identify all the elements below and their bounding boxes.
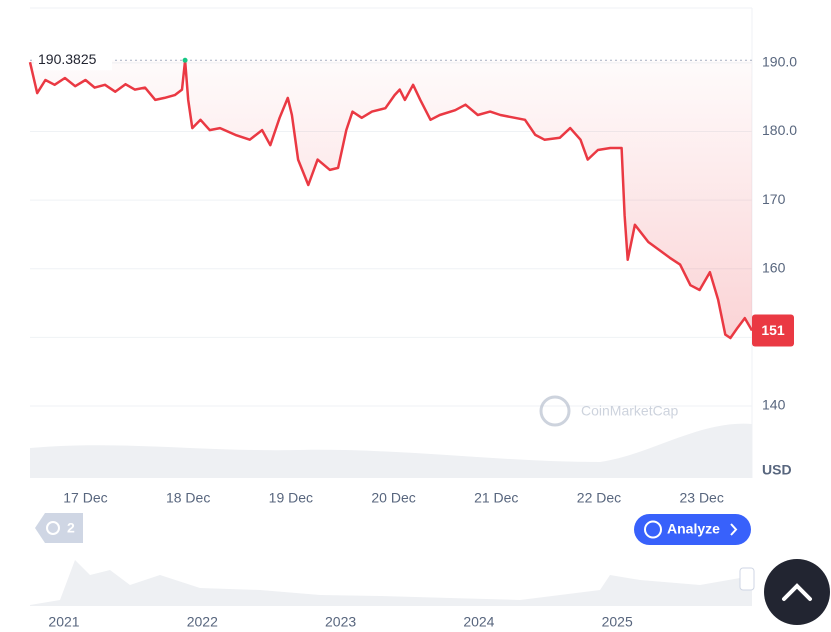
history-count: 2 <box>67 520 75 536</box>
watermark-text: CoinMarketCap <box>581 403 678 419</box>
x-tick-label: 21 Dec <box>474 490 518 506</box>
high-label: 190.3825 <box>38 51 97 67</box>
navigator-year: 2022 <box>187 614 218 630</box>
watermark-logo <box>539 395 571 427</box>
x-tick-label: 17 Dec <box>63 490 107 506</box>
high-label-bg <box>34 50 112 71</box>
unit-label: USD <box>762 462 792 478</box>
navigator-year: 2025 <box>602 614 633 630</box>
analyze-button[interactable] <box>634 514 751 545</box>
y-tick-label: 140 <box>762 397 786 413</box>
y-tick-label: 190.0 <box>762 54 797 70</box>
navigator-area <box>30 560 752 606</box>
y-tick-label: 160 <box>762 259 786 275</box>
x-tick-label: 19 Dec <box>269 490 313 506</box>
current-price-label: 151 <box>761 322 785 338</box>
navigator-year: 2024 <box>463 614 494 630</box>
x-tick-label: 20 Dec <box>371 490 415 506</box>
x-tick-label: 18 Dec <box>166 490 210 506</box>
analyze-icon <box>644 520 662 539</box>
scroll-top-button[interactable] <box>764 559 830 625</box>
current-price-badge <box>752 314 794 347</box>
history-icon <box>46 521 60 535</box>
watermark: CoinMarketCap <box>539 395 678 427</box>
navigator-handle[interactable] <box>739 567 755 591</box>
x-tick-label: 22 Dec <box>577 490 621 506</box>
high-point <box>182 57 188 63</box>
price-line <box>28 59 754 340</box>
x-tick-label: 23 Dec <box>679 490 723 506</box>
scroll-top-icon <box>782 583 812 601</box>
y-tick-label: 180.0 <box>762 122 797 138</box>
navigator-year: 2023 <box>325 614 356 630</box>
analyze-chevron <box>730 523 738 536</box>
navigator-year: 2021 <box>48 614 79 630</box>
analyze-label: Analyze <box>667 521 720 537</box>
volume-area <box>30 423 752 478</box>
y-tick-label: 170 <box>762 191 786 207</box>
